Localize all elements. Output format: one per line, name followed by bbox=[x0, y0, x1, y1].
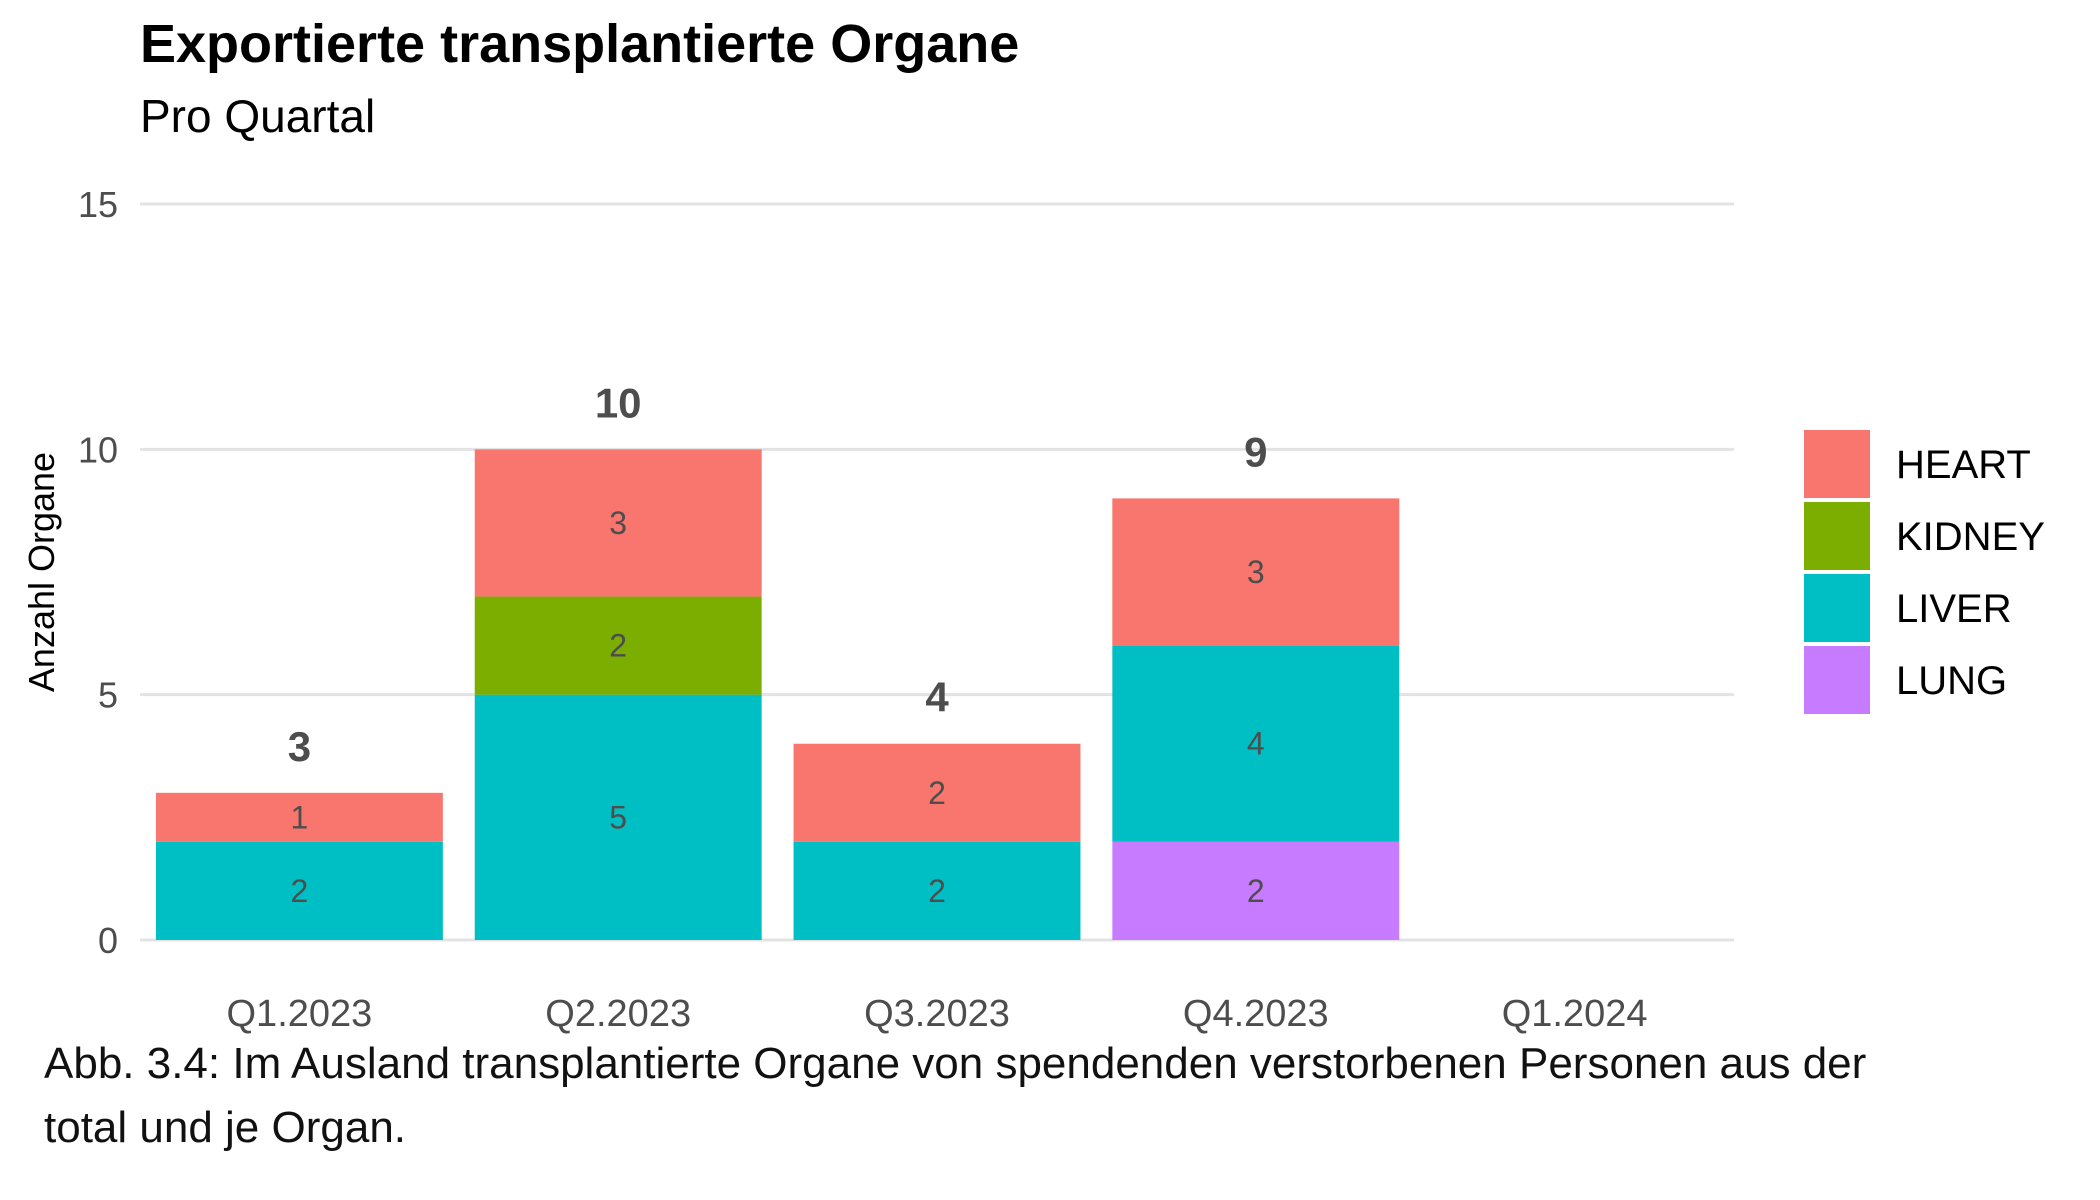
segment-value-label: 4 bbox=[1247, 726, 1265, 762]
y-axis-ticks: 0 5 10 15 bbox=[78, 184, 118, 961]
segment-labels: 2 1 5 2 3 2 2 2 4 3 bbox=[291, 505, 1265, 909]
segment-value-label: 2 bbox=[928, 873, 946, 909]
bar-segment-kidney bbox=[474, 596, 762, 695]
bar-segment-heart bbox=[155, 792, 443, 842]
segment-value-label: 1 bbox=[291, 799, 309, 835]
stacked-bar-chart: Exportierte transplantierte Organe Pro Q… bbox=[21, 14, 2045, 1035]
legend-key-liver bbox=[1804, 574, 1870, 642]
bar-segment-lung bbox=[1112, 841, 1400, 940]
caption-line-1: Abb. 3.4: Im Ausland transplantierte Org… bbox=[44, 1039, 1867, 1088]
y-axis-label: Anzahl Organe bbox=[21, 452, 62, 692]
total-label: 9 bbox=[1244, 428, 1267, 475]
y-tick-label: 5 bbox=[98, 675, 118, 716]
segment-value-label: 3 bbox=[1247, 554, 1265, 590]
bar-segment-heart bbox=[793, 743, 1081, 842]
x-tick-label: Q2.2023 bbox=[545, 993, 691, 1035]
legend-label: LUNG bbox=[1896, 659, 2007, 703]
chart-title: Exportierte transplantierte Organe bbox=[140, 14, 1019, 74]
y-tick-label: 10 bbox=[78, 429, 118, 470]
bar-segment-heart bbox=[474, 449, 762, 597]
segment-value-label: 5 bbox=[609, 799, 627, 835]
bars bbox=[155, 449, 1400, 940]
legend-key-heart bbox=[1804, 430, 1870, 498]
segment-value-label: 2 bbox=[291, 873, 309, 909]
legend-key-kidney bbox=[1804, 502, 1870, 570]
total-label: 4 bbox=[925, 674, 949, 721]
bar-segment-liver bbox=[1112, 645, 1400, 842]
y-tick-label: 0 bbox=[98, 920, 118, 961]
bar-segment-liver bbox=[474, 694, 762, 940]
segment-value-label: 2 bbox=[1247, 873, 1265, 909]
figure-caption: Abb. 3.4: Im Ausland transplantierte Org… bbox=[44, 1032, 2100, 1200]
legend-label: HEART bbox=[1896, 443, 2031, 487]
total-labels: 3 10 4 9 bbox=[288, 379, 1268, 769]
x-tick-label: Q1.2024 bbox=[1502, 993, 1648, 1035]
bar-segment-heart bbox=[1112, 498, 1400, 646]
legend-label: LIVER bbox=[1896, 587, 2012, 631]
segment-value-label: 2 bbox=[609, 628, 627, 664]
x-axis-ticks: Q1.2023 Q2.2023 Q3.2023 Q4.2023 Q1.2024 bbox=[227, 993, 1648, 1035]
total-label: 3 bbox=[288, 723, 311, 770]
chart-subtitle: Pro Quartal bbox=[140, 90, 375, 142]
y-tick-label: 15 bbox=[78, 184, 118, 225]
segment-value-label: 2 bbox=[928, 775, 946, 811]
segment-value-label: 3 bbox=[609, 505, 627, 541]
bar-segment-liver bbox=[155, 841, 443, 940]
legend: HEART KIDNEY LIVER LUNG bbox=[1804, 430, 2045, 714]
legend-label: KIDNEY bbox=[1896, 515, 2045, 559]
x-tick-label: Q3.2023 bbox=[864, 993, 1010, 1035]
bar-segment-liver bbox=[793, 841, 1081, 940]
caption-line-2: total und je Organ. bbox=[44, 1103, 407, 1152]
x-tick-label: Q1.2023 bbox=[227, 993, 373, 1035]
legend-key-lung bbox=[1804, 646, 1870, 714]
x-tick-label: Q4.2023 bbox=[1183, 993, 1329, 1035]
total-label: 10 bbox=[595, 379, 642, 426]
